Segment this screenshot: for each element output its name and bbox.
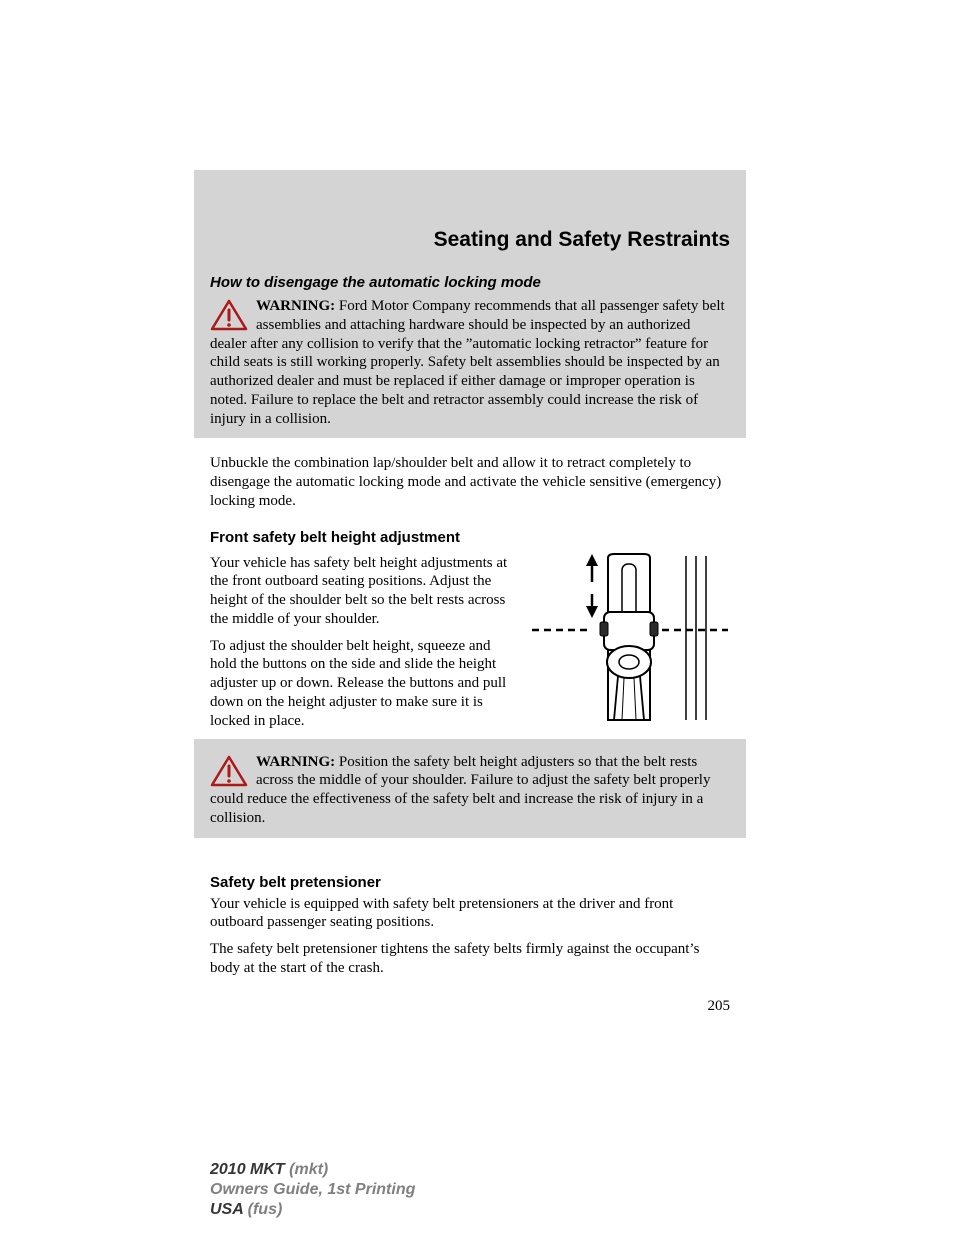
warning-label-1: WARNING: bbox=[256, 298, 335, 314]
paragraph-pret-1: Your vehicle is equipped with safety bel… bbox=[210, 895, 730, 933]
belt-height-diagram bbox=[530, 550, 730, 735]
footer-region-code: (fus) bbox=[243, 1201, 282, 1218]
footer-guide: Owners Guide, 1st Printing bbox=[210, 1180, 415, 1200]
footer-model-code: (mkt) bbox=[285, 1161, 329, 1178]
footer-model: 2010 MKT bbox=[210, 1161, 285, 1178]
footer-block: 2010 MKT (mkt) Owners Guide, 1st Printin… bbox=[210, 1160, 415, 1220]
section-title: Seating and Safety Restraints bbox=[210, 228, 730, 252]
heading-front-adjust: Front safety belt height adjustment bbox=[210, 529, 730, 546]
warning-triangle-icon bbox=[210, 299, 248, 331]
heading-pretensioner: Safety belt pretensioner bbox=[210, 874, 730, 891]
warning-label-2: WARNING: bbox=[256, 754, 335, 770]
warning-box-2: WARNING: Position the safety belt height… bbox=[210, 753, 730, 828]
sub-heading-disengage: How to disengage the automatic locking m… bbox=[210, 274, 730, 291]
warning-box-1: WARNING: Ford Motor Company recommends t… bbox=[210, 297, 730, 428]
paragraph-height-adj-2: To adjust the shoulder belt height, sque… bbox=[210, 637, 512, 731]
paragraph-unbuckle: Unbuckle the combination lap/shoulder be… bbox=[210, 454, 730, 510]
paragraph-height-adj-1: Your vehicle has safety belt height adju… bbox=[210, 554, 512, 629]
page-number: 205 bbox=[210, 998, 730, 1015]
paragraph-pret-2: The safety belt pretensioner tightens th… bbox=[210, 940, 730, 978]
footer-region: USA bbox=[210, 1201, 243, 1218]
warning-text-1: Ford Motor Company recommends that all p… bbox=[210, 298, 725, 427]
warning-triangle-icon bbox=[210, 755, 248, 787]
